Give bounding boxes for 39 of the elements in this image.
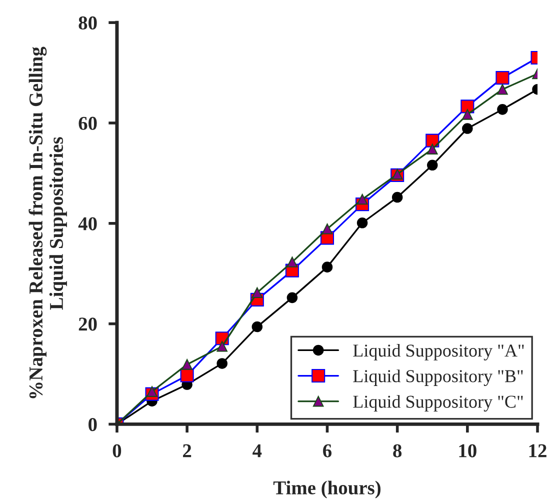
y-tick-label: 80 xyxy=(78,16,97,30)
x-tick-label: 10 xyxy=(459,444,476,458)
point xyxy=(252,287,263,298)
point xyxy=(497,84,508,95)
point xyxy=(180,368,194,382)
legend-label: Liquid Suppository "C" xyxy=(353,395,523,412)
x-tick-label: 12 xyxy=(529,444,546,458)
x-tick-label: 0 xyxy=(112,444,122,458)
point xyxy=(462,109,473,120)
y-axis-title: %Naproxen Released from In-Situ Gelling Liquid Suppositories xyxy=(28,46,67,398)
point xyxy=(286,256,298,268)
point xyxy=(322,224,333,234)
point xyxy=(182,359,192,370)
point xyxy=(216,358,228,369)
legend-label: Liquid Suppository "A" xyxy=(353,344,524,360)
point xyxy=(356,194,368,205)
y-tick-label: 0 xyxy=(88,418,97,432)
point xyxy=(252,321,263,332)
point xyxy=(216,341,228,352)
y-tick-label: 60 xyxy=(78,116,97,130)
point xyxy=(426,144,438,154)
y-tick-label: 20 xyxy=(78,318,97,331)
point xyxy=(286,292,298,304)
point xyxy=(496,71,510,85)
x-tick-label: 6 xyxy=(323,444,332,458)
point xyxy=(392,192,403,203)
point xyxy=(497,104,508,115)
point xyxy=(462,123,473,134)
x-tick-label: 2 xyxy=(183,444,192,458)
point xyxy=(356,218,368,228)
point xyxy=(146,386,158,397)
x-axis-title: Time (hours) xyxy=(273,480,380,498)
legend-label: Liquid Suppository "B" xyxy=(353,370,523,386)
point xyxy=(426,160,438,171)
x-tick-label: 4 xyxy=(252,444,262,458)
y-tick-label: 40 xyxy=(78,217,97,230)
point xyxy=(460,100,474,114)
x-tick-label: 8 xyxy=(393,444,402,458)
point xyxy=(322,262,333,272)
